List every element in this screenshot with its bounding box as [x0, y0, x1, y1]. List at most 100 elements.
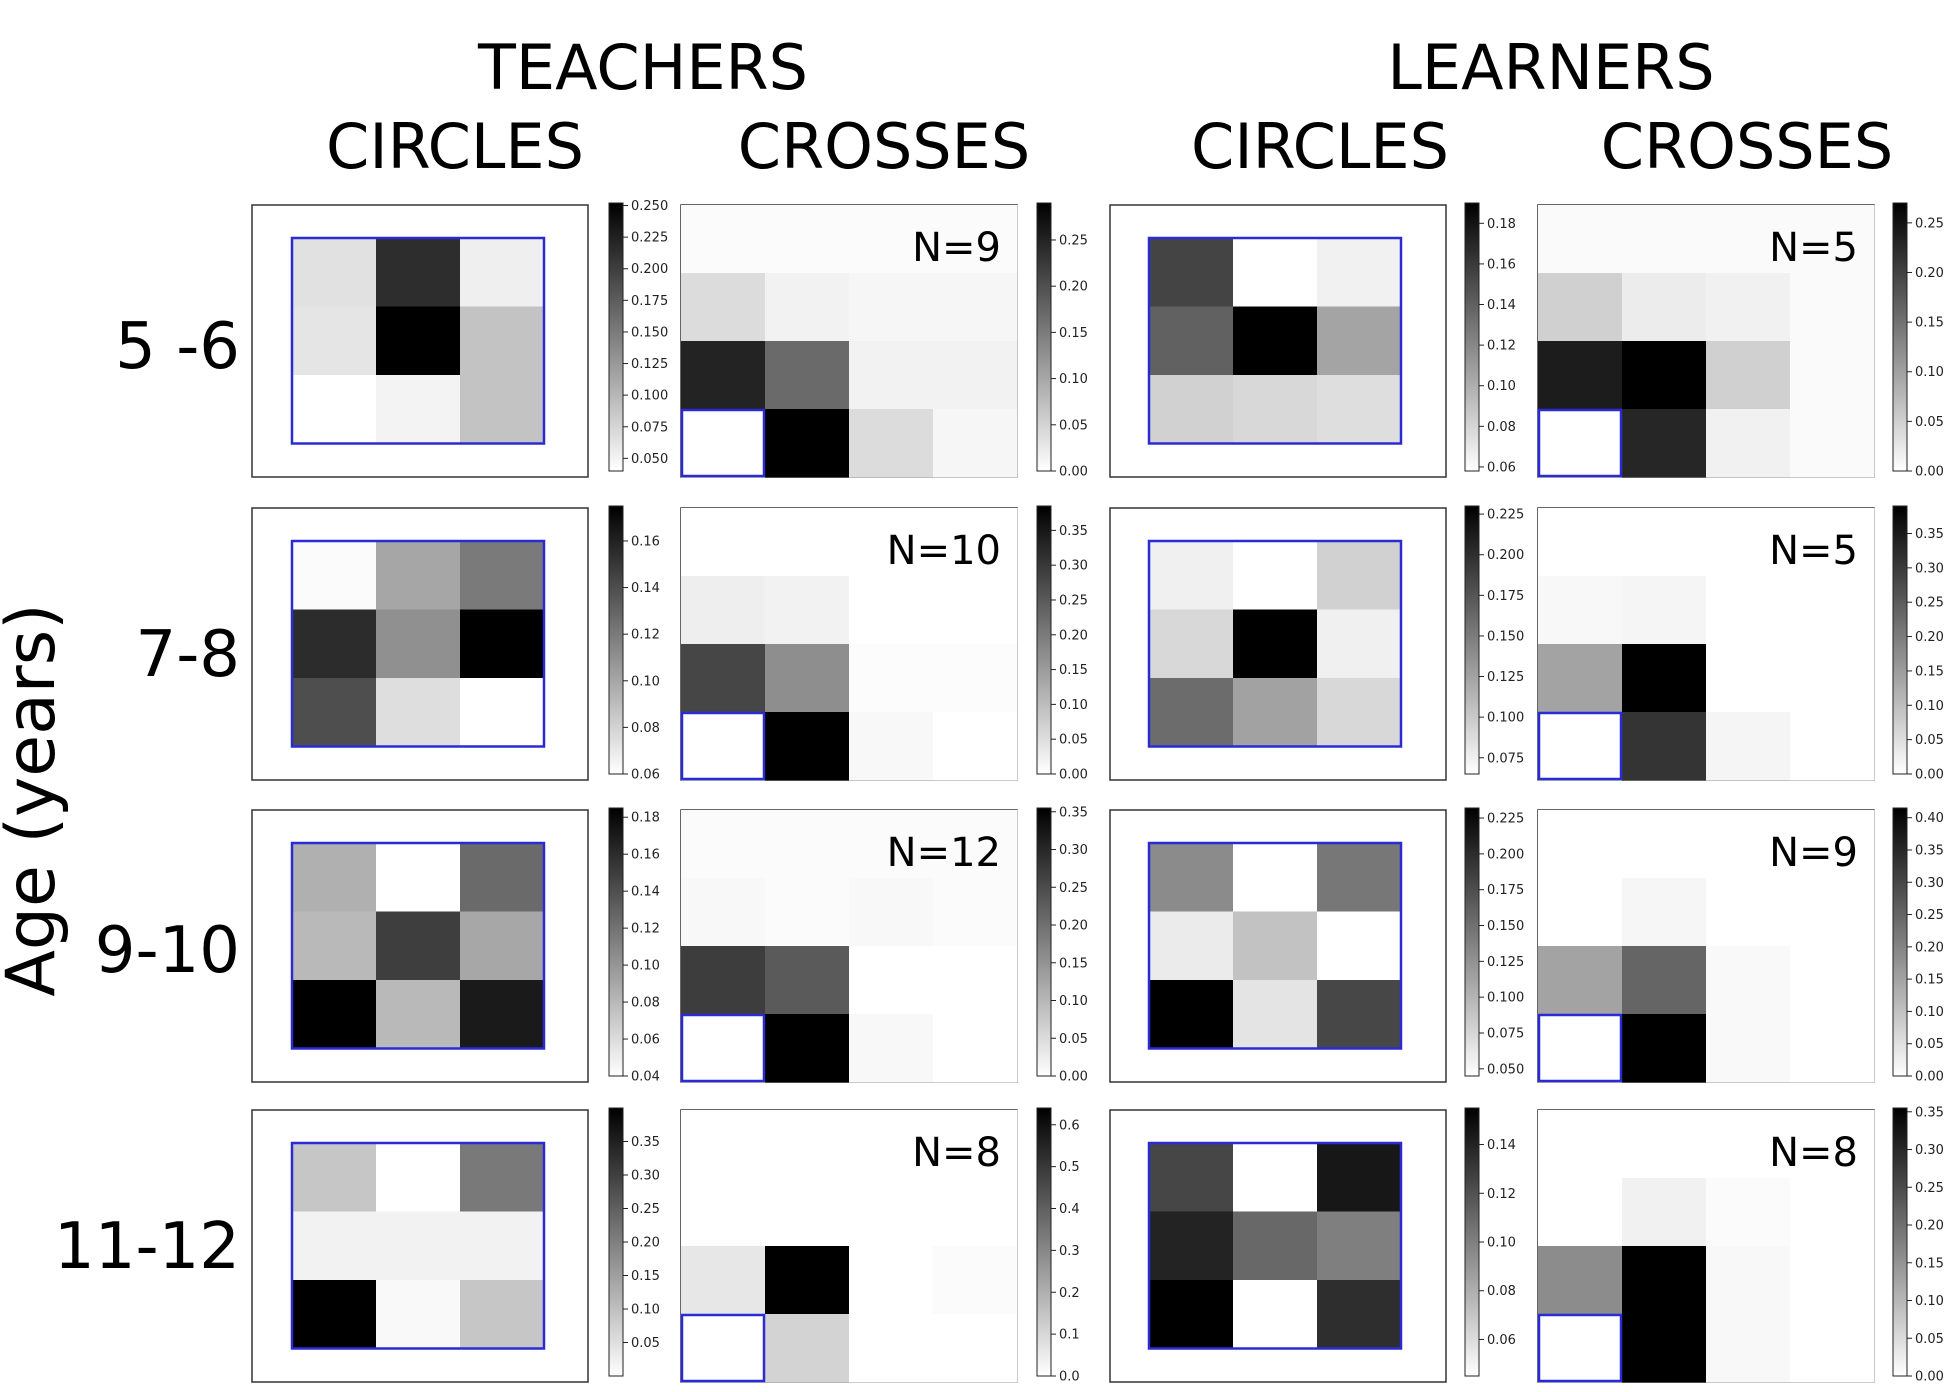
heatmap-cell	[1622, 1178, 1707, 1247]
colorbar-tick-label: 0.250	[631, 199, 668, 214]
heatmap-cell	[1790, 273, 1875, 342]
heatmap-cell	[292, 306, 377, 376]
colorbar-tick-label: 0.05	[1915, 733, 1944, 748]
colorbar-tick-label: 0.20	[631, 1236, 660, 1251]
heatmap-cell	[933, 878, 1018, 947]
heatmap-cell	[681, 1110, 766, 1179]
heatmap-cell	[1538, 712, 1623, 781]
colorbar-tick-label: 0.18	[631, 811, 660, 826]
colorbar-tick-label: 0.225	[1487, 508, 1524, 523]
heatmap-cell	[765, 878, 850, 947]
colorbar-tick-label: 0.20	[1059, 628, 1088, 643]
heatmap-cell	[849, 810, 934, 879]
colorbar-tick-label: 0.10	[631, 959, 660, 974]
colorbar	[1892, 807, 1908, 1077]
heatmap-cell	[933, 810, 1018, 879]
heatmap-cell	[1538, 1014, 1623, 1083]
colorbar-tick-label: 0.075	[631, 420, 668, 435]
row-label-5-6: 5 -6	[115, 310, 240, 384]
colorbar	[1892, 505, 1908, 775]
heatmap-cell	[849, 644, 934, 713]
heatmap-cell	[292, 911, 377, 981]
highlight-box	[680, 1313, 766, 1383]
colorbar-tick-label: 0.10	[1915, 1005, 1944, 1020]
heatmap-cell	[460, 541, 545, 610]
highlight-box	[1537, 1313, 1623, 1383]
heatmap-cell	[765, 508, 850, 577]
colorbar-tick-label: 0.18	[1487, 217, 1516, 232]
highlight-box	[680, 711, 766, 781]
highlight-box	[1537, 1013, 1623, 1083]
heatmap-cell	[933, 1110, 1018, 1179]
heatmap-cell	[1622, 1246, 1707, 1315]
heatmap-cell	[1149, 609, 1234, 679]
heatmap-cell	[933, 712, 1018, 781]
colorbar-tick-label: 0.25	[1915, 1181, 1944, 1196]
heatmap-cell	[765, 1246, 850, 1315]
colorbar-tick-label: 0.04	[631, 1070, 660, 1085]
colorbar-tick-label: 0.05	[1059, 1032, 1088, 1047]
heatmap-cell	[1538, 644, 1623, 713]
heatmap-cell	[849, 205, 934, 274]
colorbar-tick-label: 0.16	[1487, 257, 1516, 272]
y-axis-label: Age (years)	[0, 603, 71, 996]
colorbar-tick-label: 0.12	[631, 922, 660, 937]
heatmap-cell	[292, 541, 377, 610]
colorbar-tick-label: 0.25	[1059, 593, 1088, 608]
colorbar-tick-label: 0.40	[1915, 811, 1944, 826]
colorbar-tick-label: 0.075	[1487, 751, 1524, 766]
panel-teachers-crosses-9-10: N=12 0.00 0.05 0.10 0.15 0.20 0.25 0.30 0.35	[680, 805, 1088, 1085]
heatmap-cell	[1149, 1211, 1234, 1281]
colorbar-tick-label: 0.00	[1915, 1370, 1944, 1385]
colorbar	[608, 1107, 624, 1377]
column-title-learners-circles: CIRCLES	[1191, 110, 1449, 183]
heatmap-cell	[681, 508, 766, 577]
colorbar-tick-label: 0.10	[1915, 365, 1944, 380]
heatmap-cell	[765, 1178, 850, 1247]
heatmap-cell	[376, 980, 461, 1049]
colorbar-tick-label: 0.15	[1915, 973, 1944, 988]
heatmap-cell	[1622, 712, 1707, 781]
heatmap-cell	[765, 1110, 850, 1179]
heatmap-cell	[292, 1280, 377, 1349]
heatmap-cell	[1790, 1314, 1875, 1383]
heatmap-cell	[1622, 1110, 1707, 1179]
heatmap-cell	[460, 609, 545, 679]
colorbar-tick-label: 0.35	[1915, 527, 1944, 542]
heatmap-cell	[681, 1014, 766, 1083]
heatmap-cell	[933, 644, 1018, 713]
colorbar-tick-label: 0.16	[631, 848, 660, 863]
heatmap-cell	[460, 306, 545, 376]
colorbar-tick-label: 0.10	[631, 1303, 660, 1318]
heatmap-cell	[765, 644, 850, 713]
colorbar-tick-label: 0.10	[1059, 994, 1088, 1009]
colorbar-tick-label: 0.08	[1487, 1284, 1516, 1299]
heatmap-cell	[1149, 911, 1234, 981]
panel-learners-circles-11-12: 0.06 0.08 0.10 0.12 0.14	[1109, 1107, 1516, 1383]
heatmap-cell	[1706, 810, 1791, 879]
heatmap-cell	[460, 678, 545, 747]
heatmap-cell	[681, 1178, 766, 1247]
colorbar-tick-label: 0.15	[1059, 663, 1088, 678]
heatmap-cell	[1706, 205, 1791, 274]
colorbar-tick-label: 0.30	[1059, 843, 1088, 858]
colorbar-tick-label: 0.35	[1059, 524, 1088, 539]
heatmap-cell	[1317, 375, 1402, 444]
colorbar-tick-label: 0.10	[1915, 699, 1944, 714]
heatmap-cell	[1790, 409, 1875, 478]
highlight-box	[290, 1141, 546, 1350]
heatmap-cell	[1622, 341, 1707, 410]
colorbar-tick-label: 0.08	[1487, 420, 1516, 435]
heatmap-cell	[765, 576, 850, 645]
heatmap-cell	[849, 341, 934, 410]
colorbar-tick-label: 0.050	[631, 452, 668, 467]
heatmap-cell	[1317, 911, 1402, 981]
colorbar	[1892, 202, 1908, 472]
colorbar-tick-label: 0.125	[1487, 670, 1524, 685]
colorbar-tick-label: 0.25	[631, 1202, 660, 1217]
colorbar-tick-label: 0.00	[1059, 1070, 1088, 1085]
heatmap-cell	[1622, 576, 1707, 645]
heatmap-cell	[1149, 375, 1234, 444]
colorbar	[1036, 1107, 1052, 1377]
heatmap-cell	[681, 273, 766, 342]
